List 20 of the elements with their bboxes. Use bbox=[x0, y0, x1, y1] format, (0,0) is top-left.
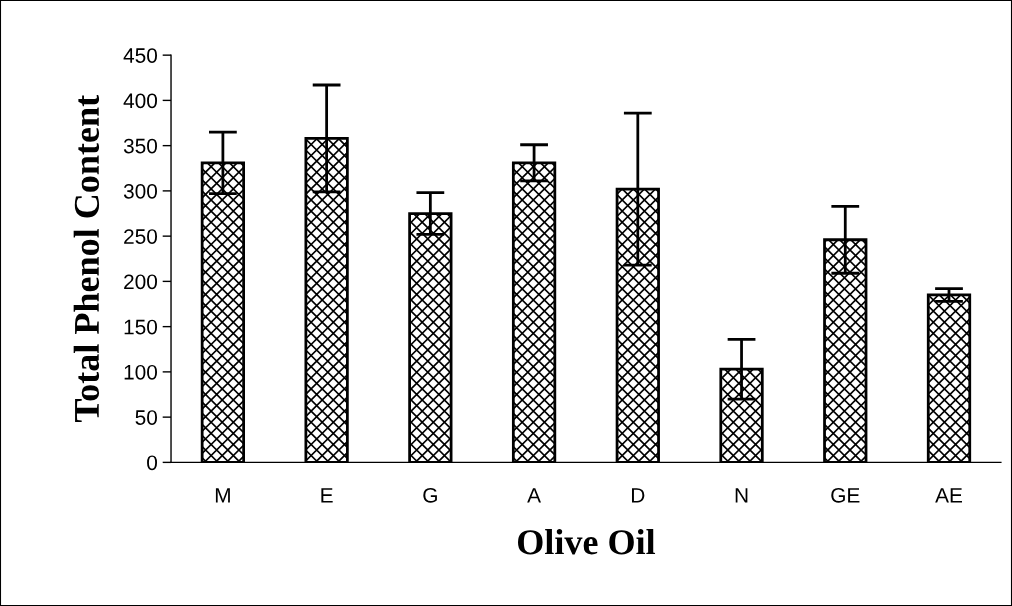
x-tick-label: N bbox=[735, 488, 748, 503]
x-tick-label: D bbox=[632, 488, 645, 503]
y-tick-label: 200 bbox=[124, 274, 158, 290]
y-tick-label: 150 bbox=[124, 319, 158, 335]
y-tick-label: 350 bbox=[123, 138, 158, 154]
x-tick-label: A bbox=[527, 488, 541, 503]
y-tick-label: 400 bbox=[123, 93, 158, 109]
y-tick-label: 0 bbox=[147, 455, 158, 471]
y-tick-label: 100 bbox=[124, 364, 158, 380]
y-tick-label: 250 bbox=[124, 229, 158, 244]
y-tick-label: 50 bbox=[135, 410, 158, 425]
y-tick-label: 300 bbox=[123, 183, 158, 199]
y-tick-label: 450 bbox=[123, 48, 158, 63]
x-tick-label: GE bbox=[831, 487, 860, 503]
y-axis-title: Total Phenol Content bbox=[73, 95, 100, 423]
x-tick-label: G bbox=[423, 487, 437, 503]
x-tick-label: AE bbox=[935, 488, 962, 503]
x-axis-title: Olive Oil bbox=[518, 529, 656, 555]
x-tick-label: E bbox=[321, 488, 333, 503]
x-tick-label: M bbox=[215, 488, 230, 503]
